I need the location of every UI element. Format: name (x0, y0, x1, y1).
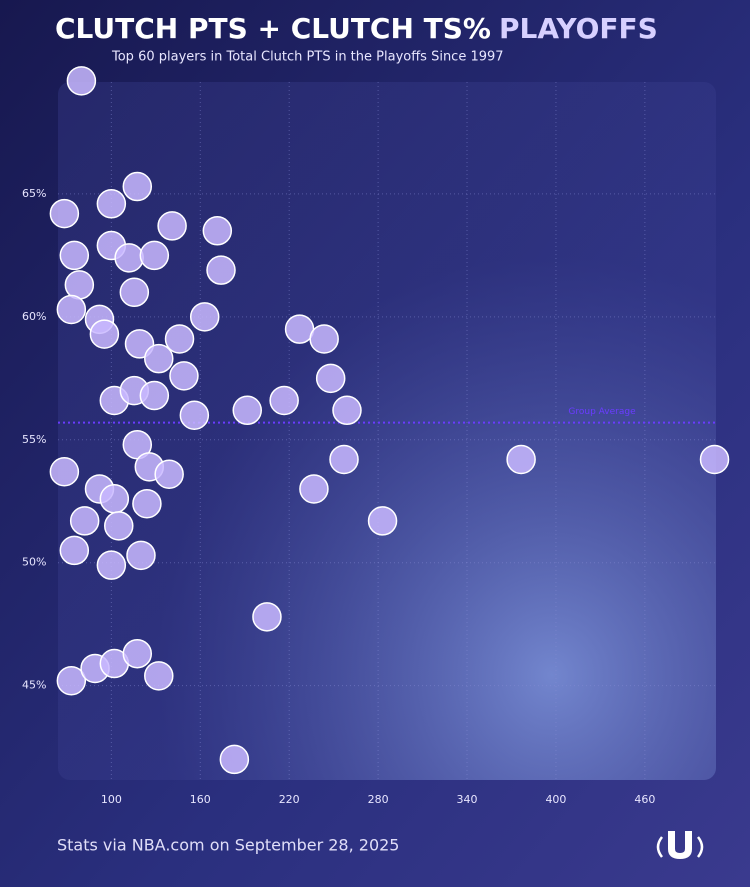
point (122, 638, 153, 669)
point (232, 395, 262, 426)
point (126, 540, 156, 571)
point (169, 361, 199, 391)
x-tick-label: 100 (101, 793, 122, 806)
point (157, 211, 187, 241)
point (206, 255, 236, 285)
point (49, 457, 80, 487)
point (252, 602, 282, 632)
point (64, 270, 95, 300)
point (139, 380, 170, 411)
x-tick-label: 160 (190, 793, 211, 806)
point (139, 240, 170, 271)
point (179, 400, 210, 430)
point (699, 444, 730, 475)
point (367, 506, 398, 536)
y-tick-label: 60% (22, 310, 46, 323)
chart-title: CLUTCH PTS + CLUTCH TS% PLAYOFFS (55, 12, 658, 45)
point (69, 506, 100, 536)
point (114, 243, 144, 273)
point (299, 474, 329, 504)
point (119, 277, 150, 308)
title-highlight: PLAYOFFS (499, 12, 658, 45)
point (219, 744, 250, 775)
footer: Stats via NBA.com on September 28, 2025 (57, 836, 399, 855)
point (154, 459, 184, 489)
point (96, 550, 127, 580)
point (315, 363, 346, 394)
point (144, 343, 174, 374)
point (329, 444, 359, 475)
x-tick-label: 340 (457, 793, 478, 806)
point (202, 216, 233, 246)
point (56, 294, 87, 325)
point (89, 319, 120, 349)
point (506, 444, 536, 475)
y-tick-label: 55% (22, 433, 46, 446)
average-label: Group Average (568, 407, 636, 417)
marks (49, 66, 730, 775)
point (164, 324, 195, 354)
point (104, 511, 134, 541)
y-tick-label: 45% (22, 679, 46, 692)
logo-laurel (656, 836, 704, 858)
x-tick-label: 400 (545, 793, 566, 806)
point (66, 66, 97, 96)
grid (58, 82, 716, 780)
title-main: CLUTCH PTS + CLUTCH TS% (55, 12, 491, 45)
point (56, 665, 87, 696)
y-tick-label: 50% (22, 556, 46, 569)
point (59, 240, 90, 271)
point (49, 198, 80, 229)
logo (656, 831, 704, 859)
point (122, 171, 153, 202)
point (309, 324, 339, 354)
point (269, 385, 299, 416)
subtitle: Top 60 players in Total Clutch PTS in th… (111, 50, 504, 65)
logo-u (668, 831, 692, 859)
point (96, 189, 127, 219)
point (144, 661, 174, 691)
y-tick-label: 65% (22, 187, 46, 200)
x-tick-label: 280 (368, 793, 389, 806)
point (59, 535, 90, 566)
point (132, 488, 162, 519)
point (189, 302, 220, 332)
point (332, 395, 362, 426)
point (284, 314, 315, 344)
x-tick-label: 220 (279, 793, 300, 806)
point (99, 484, 130, 514)
x-tick-label: 460 (634, 793, 655, 806)
